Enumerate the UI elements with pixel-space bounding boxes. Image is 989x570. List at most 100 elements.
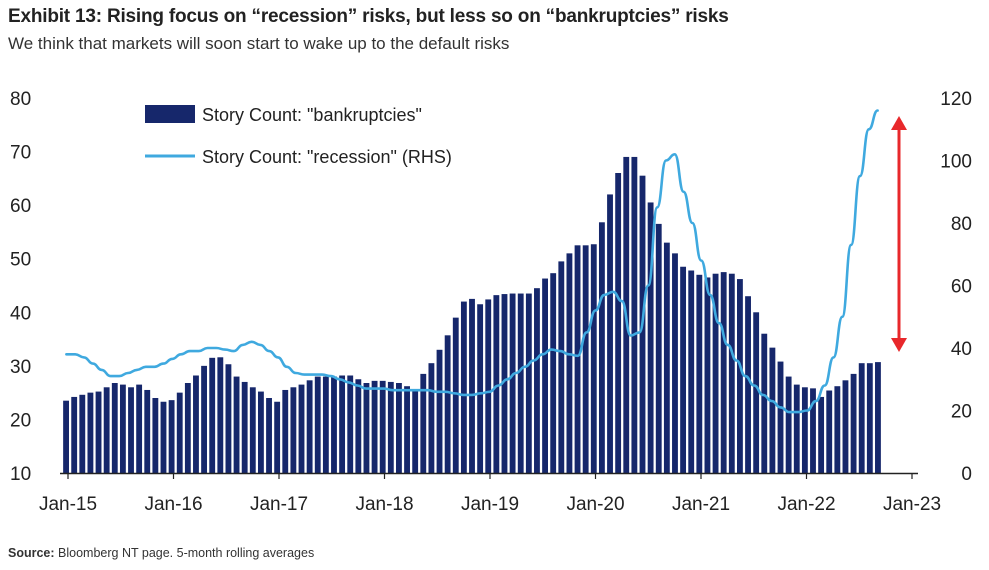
y-left-tick-label: 30	[10, 357, 31, 378]
y-right-tick-label: 100	[940, 152, 972, 173]
legend-line-label: Story Count: "recession" (RHS)	[202, 147, 452, 167]
bar	[144, 389, 151, 473]
bar	[412, 389, 419, 473]
bar	[647, 202, 654, 473]
bar	[322, 376, 329, 473]
arrow-head-up	[891, 116, 907, 130]
bar	[598, 222, 605, 473]
bar	[436, 349, 443, 473]
bar	[753, 312, 760, 473]
bar	[615, 173, 622, 473]
axes: Jan-15 Jan-16 Jan-17 Jan-18 Jan-19 Jan-20 Jan-…	[10, 89, 972, 515]
legend-bars-swatch	[145, 105, 195, 123]
bar	[866, 363, 873, 473]
bar	[631, 156, 638, 473]
bar	[517, 293, 524, 473]
bar	[696, 274, 703, 473]
bar	[257, 391, 264, 473]
bar	[347, 375, 354, 473]
annotation-arrow	[891, 116, 907, 352]
bar	[574, 245, 581, 473]
x-tick-label: Jan-15	[39, 494, 97, 515]
bar	[858, 363, 865, 473]
y-right-tick-label: 80	[951, 214, 972, 235]
bar	[525, 293, 532, 473]
x-tick-label: Jan-18	[355, 494, 413, 515]
x-tick-label: Jan-20	[566, 494, 624, 515]
y-right-tick-label: 120	[940, 89, 972, 110]
bar	[850, 373, 857, 473]
bar	[501, 294, 508, 473]
bar	[590, 244, 597, 473]
bar	[444, 335, 451, 473]
y-right-tick-label: 40	[951, 339, 972, 360]
bar	[152, 398, 159, 473]
bar	[298, 384, 305, 473]
bar	[79, 394, 86, 473]
legend-bars-label: Story Count: "bankruptcies"	[202, 105, 422, 125]
bar	[842, 380, 849, 473]
bar	[566, 253, 573, 473]
bar	[672, 253, 678, 473]
bar	[71, 396, 78, 473]
bar	[420, 373, 427, 473]
y-left-tick-label: 40	[10, 303, 31, 324]
bar	[201, 365, 208, 473]
bar	[404, 386, 410, 473]
chart-title: Exhibit 13: Rising focus on “recession” …	[8, 6, 729, 27]
bar	[193, 375, 199, 473]
bar	[95, 391, 102, 473]
bar	[225, 364, 232, 473]
bar	[314, 376, 321, 473]
bar	[485, 299, 492, 473]
bar	[387, 381, 394, 473]
bar	[371, 380, 378, 473]
bar	[306, 380, 313, 473]
bar	[282, 389, 289, 473]
bar	[396, 383, 402, 473]
x-tick-label: Jan-23	[883, 494, 941, 515]
recession-line	[65, 109, 879, 414]
bar	[241, 381, 248, 473]
x-tick-label: Jan-17	[250, 494, 308, 515]
source-note: Source: Bloomberg NT page. 5-month rolli…	[8, 546, 314, 560]
y-right-tick-label: 60	[951, 277, 972, 298]
source-label: Source:	[8, 546, 55, 560]
bar	[363, 383, 370, 473]
bar	[477, 304, 484, 473]
bar	[728, 273, 735, 473]
bar	[493, 295, 500, 473]
y-left-tick-label: 80	[10, 89, 31, 110]
bar	[558, 261, 565, 473]
bar	[793, 384, 800, 473]
y-right-tick-label: 20	[951, 402, 972, 423]
bar	[509, 293, 516, 473]
line-series	[65, 109, 879, 414]
bar	[428, 363, 435, 473]
y-left-tick-label: 10	[10, 464, 31, 485]
bar	[810, 388, 816, 473]
bar	[704, 277, 711, 473]
bar	[712, 273, 719, 473]
bar	[834, 386, 841, 473]
bar	[688, 270, 695, 473]
bar	[452, 317, 459, 473]
x-tick-label: Jan-21	[672, 494, 730, 515]
legend: Story Count: "bankruptcies" Story Count: …	[145, 105, 452, 167]
bar	[720, 272, 727, 473]
y-left-tick-label: 20	[10, 410, 31, 431]
y-right-tick-label: 0	[961, 464, 972, 485]
bar	[534, 288, 540, 473]
bar	[769, 347, 776, 473]
chart: Jan-15 Jan-16 Jan-17 Jan-18 Jan-19 Jan-20 Jan-…	[10, 89, 972, 515]
bar	[184, 383, 191, 473]
bar	[136, 384, 143, 473]
bar	[875, 362, 881, 473]
bar	[582, 245, 589, 473]
bar	[128, 387, 134, 473]
x-tick-label: Jan-19	[461, 494, 519, 515]
bar	[176, 392, 183, 473]
bar	[339, 375, 346, 473]
bar	[209, 357, 216, 473]
x-tick-label: Jan-22	[777, 494, 835, 515]
